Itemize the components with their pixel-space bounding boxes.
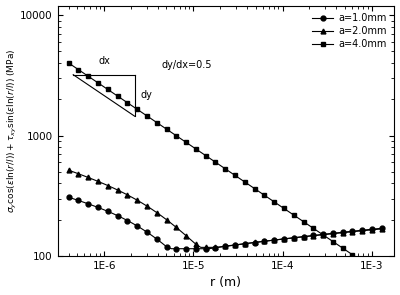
a=1.0mm xyxy=(159,241,164,245)
a=2.0mm xyxy=(140,201,144,205)
a=4.0mm xyxy=(159,124,164,128)
X-axis label: r (m): r (m) xyxy=(210,276,242,289)
Text: dx: dx xyxy=(98,56,110,66)
a=2.0mm xyxy=(198,246,203,249)
a=4.0mm xyxy=(228,170,232,174)
a=2.0mm xyxy=(159,214,164,218)
Legend: a=1.0mm, a=2.0mm, a=4.0mm: a=1.0mm, a=2.0mm, a=4.0mm xyxy=(309,10,390,52)
a=2.0mm xyxy=(340,231,345,235)
a=1.0mm xyxy=(140,227,144,231)
a=4.0mm xyxy=(380,273,384,276)
Line: a=2.0mm: a=2.0mm xyxy=(66,168,384,250)
a=1.0mm xyxy=(370,227,374,231)
a=4.0mm xyxy=(198,150,203,154)
a=2.0mm xyxy=(233,243,238,247)
a=1.0mm xyxy=(340,230,345,234)
a=2.0mm xyxy=(380,227,384,231)
a=4.0mm xyxy=(140,111,144,114)
Y-axis label: $\sigma_y\cos(\varepsilon\ln(r/l))+\tau_{xy}\sin(\varepsilon\ln(r/l))$ (MPa): $\sigma_y\cos(\varepsilon\ln(r/l))+\tau_… xyxy=(6,49,19,213)
a=2.0mm xyxy=(203,246,208,249)
a=1.0mm xyxy=(233,243,238,247)
a=1.0mm xyxy=(66,196,71,199)
a=1.0mm xyxy=(380,227,384,230)
a=2.0mm xyxy=(370,228,374,232)
Text: dy: dy xyxy=(140,91,152,101)
Text: dy/dx=0.5: dy/dx=0.5 xyxy=(162,60,212,70)
Line: a=1.0mm: a=1.0mm xyxy=(66,195,384,251)
a=4.0mm xyxy=(66,61,71,65)
a=4.0mm xyxy=(336,243,340,247)
a=2.0mm xyxy=(66,168,71,172)
a=1.0mm xyxy=(169,247,174,250)
a=4.0mm xyxy=(370,266,374,270)
a=1.0mm xyxy=(203,247,208,250)
Line: a=4.0mm: a=4.0mm xyxy=(66,60,384,277)
